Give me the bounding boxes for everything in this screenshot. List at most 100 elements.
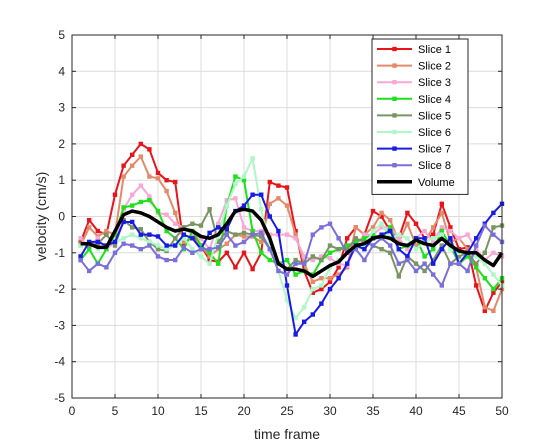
data-point	[482, 261, 487, 266]
data-point	[293, 315, 298, 321]
data-point	[138, 246, 143, 252]
data-point	[284, 203, 290, 208]
legend-item: Slice 8	[377, 160, 451, 172]
data-point	[448, 225, 453, 230]
data-point	[164, 212, 169, 217]
data-point	[95, 246, 100, 252]
data-point	[413, 261, 419, 266]
data-point	[267, 179, 272, 185]
data-point	[379, 225, 384, 230]
data-point	[78, 257, 83, 263]
data-point	[112, 243, 118, 248]
data-point	[138, 232, 143, 237]
legend-label: Slice 7	[418, 144, 451, 156]
data-point	[491, 232, 496, 237]
data-point	[353, 246, 358, 252]
data-point	[431, 257, 436, 263]
data-point	[474, 254, 479, 259]
data-point	[87, 217, 92, 223]
data-point	[173, 243, 178, 248]
data-point	[319, 301, 324, 306]
x-tick-label: 45	[452, 404, 466, 418]
data-point	[370, 243, 376, 248]
data-point	[422, 254, 427, 259]
data-point	[207, 261, 212, 266]
data-point	[448, 236, 453, 241]
legend-item: Slice 6	[377, 127, 451, 139]
data-point	[345, 236, 350, 241]
data-point	[362, 257, 367, 263]
data-point	[456, 250, 462, 255]
data-point	[233, 174, 238, 179]
data-point	[310, 232, 315, 237]
data-point	[336, 265, 341, 270]
data-point	[379, 214, 384, 219]
data-point	[388, 243, 393, 248]
x-tick-label: 25	[280, 404, 294, 418]
y-tick-label: -2	[54, 282, 65, 296]
data-point	[293, 228, 298, 234]
data-point	[370, 208, 376, 214]
data-point	[482, 223, 487, 228]
legend-swatch-marker	[392, 46, 397, 52]
data-point	[173, 236, 178, 241]
data-point	[216, 239, 221, 245]
x-tick-label: 5	[112, 404, 119, 418]
data-point	[147, 147, 152, 152]
data-point	[465, 268, 470, 274]
series-line	[80, 207, 504, 279]
y-tick-label: 0	[58, 210, 65, 224]
data-point	[173, 210, 178, 216]
data-point	[173, 179, 178, 185]
data-point	[448, 239, 453, 245]
data-point	[474, 246, 479, 252]
data-point	[431, 232, 436, 237]
data-point	[439, 243, 444, 248]
data-point	[87, 239, 92, 245]
data-point	[112, 192, 118, 197]
legend-label: Slice 8	[418, 160, 451, 172]
data-point	[130, 163, 135, 168]
legend-item: Volume	[377, 177, 455, 189]
data-point	[207, 254, 212, 259]
data-point	[241, 178, 247, 183]
legend-label: Slice 1	[418, 44, 451, 56]
data-point	[216, 245, 221, 250]
y-tick-label: -1	[54, 246, 65, 260]
data-point	[104, 265, 109, 270]
data-point	[396, 274, 401, 279]
legend: Slice 1 Slice 2 Slice 3 Slice 4 Slice 5 Slice…	[371, 38, 469, 195]
data-point	[327, 286, 333, 292]
data-point	[491, 250, 496, 255]
data-point	[95, 261, 100, 266]
data-point	[431, 246, 436, 252]
legend-item: Slice 3	[377, 77, 451, 89]
data-point	[95, 239, 100, 245]
data-point	[233, 196, 238, 201]
data-point	[474, 243, 479, 248]
data-point	[276, 228, 281, 234]
data-point	[456, 261, 462, 266]
data-point	[413, 246, 419, 252]
x-tick-label: 40	[409, 404, 423, 418]
data-point	[104, 246, 109, 252]
data-point	[241, 239, 247, 245]
data-point	[155, 246, 161, 252]
data-point	[259, 234, 264, 239]
data-point	[405, 257, 410, 263]
data-point	[233, 232, 238, 237]
data-point	[207, 230, 212, 236]
data-point	[284, 272, 290, 277]
data-point	[482, 305, 487, 310]
data-point	[302, 305, 307, 310]
data-point	[431, 225, 436, 230]
data-point	[327, 243, 333, 248]
data-point	[422, 236, 427, 241]
data-point	[284, 283, 290, 288]
data-point	[439, 232, 444, 237]
data-point	[439, 210, 444, 216]
data-point	[379, 236, 384, 241]
data-point	[104, 228, 109, 234]
data-point	[155, 243, 161, 248]
data-point	[319, 276, 324, 281]
